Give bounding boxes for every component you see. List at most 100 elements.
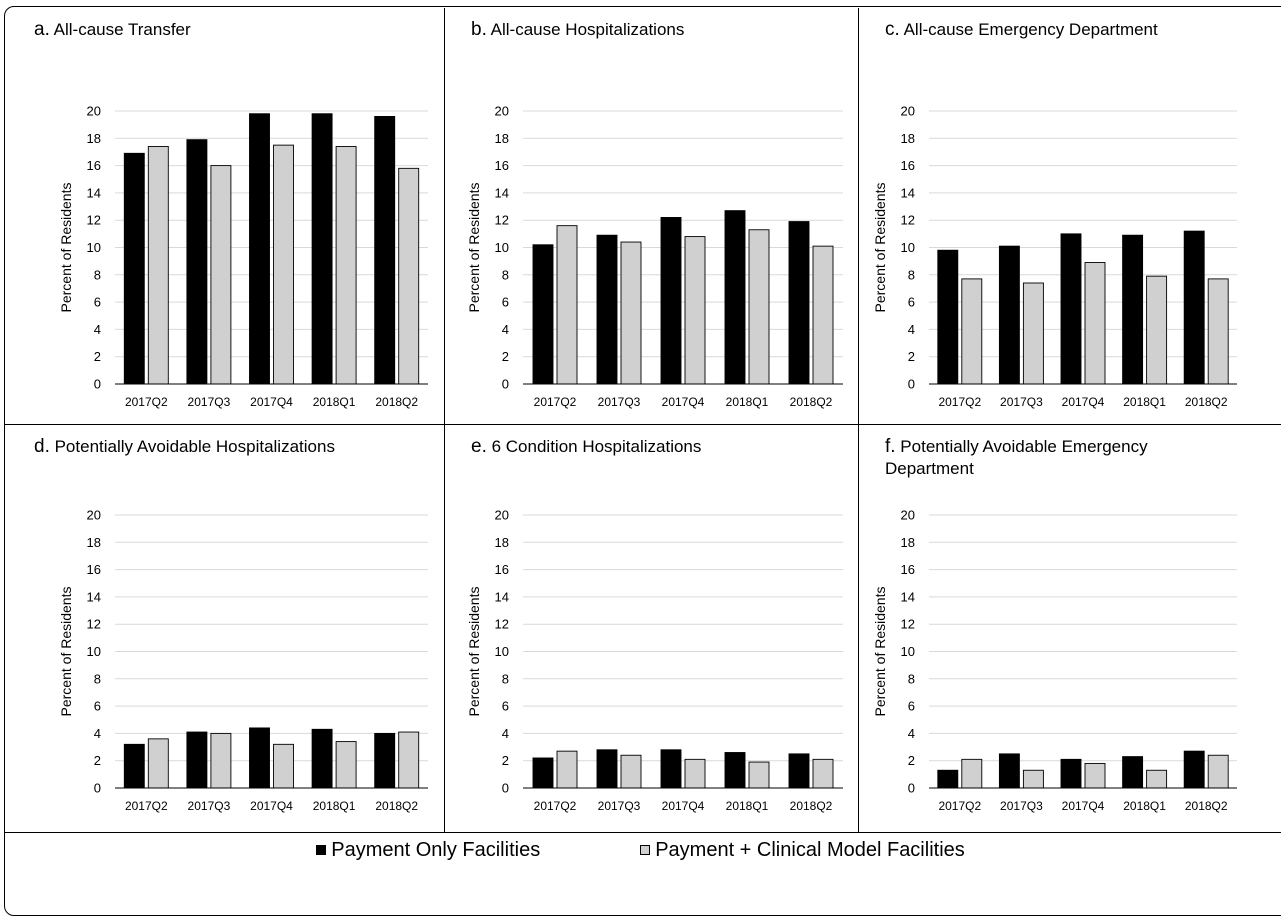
bar-payment-clinical (961, 758, 983, 789)
x-tick-label: 2017Q3 (1000, 395, 1043, 409)
x-tick-label: 2017Q2 (938, 799, 981, 813)
bar-chart: 0 2 4 6 8 10 12 14 16 18 20 Percent of Residents 201… (872, 104, 1237, 409)
chart-panel-c: c. All-cause Emergency Department 0 2 4 6 8 1… (859, 8, 1277, 424)
y-tick-label: 12 (495, 617, 509, 632)
x-tick-label: 2017Q4 (662, 395, 705, 409)
bar-payment-clinical (147, 738, 169, 789)
bar-payment-only (596, 234, 618, 385)
bar-payment-only (998, 245, 1020, 385)
legend-item-payment-clinical: Payment + Clinical Model Facilities (640, 839, 965, 862)
y-tick-label: 0 (502, 377, 509, 392)
bar-payment-clinical (556, 225, 578, 385)
bar-payment-clinical (684, 758, 706, 789)
bar-payment-only (937, 769, 959, 789)
bar-payment-only (660, 217, 682, 385)
panel-letter: e. (471, 436, 487, 457)
bar-payment-clinical (812, 758, 834, 789)
legend-label: Payment Only Facilities (331, 838, 541, 861)
bar-payment-only (724, 752, 746, 789)
y-tick-label: 12 (901, 617, 915, 632)
y-tick-label: 6 (94, 295, 101, 310)
panel-letter: f. (885, 436, 896, 457)
y-tick-label: 0 (94, 781, 101, 796)
y-tick-label: 20 (901, 104, 915, 119)
y-tick-label: 20 (495, 508, 509, 523)
y-tick-label: 8 (502, 267, 509, 282)
panel-title: e. 6 Condition Hospitalizations (471, 436, 831, 458)
bar-payment-clinical (210, 165, 232, 385)
panel-title-text: All-cause Emergency Department (903, 20, 1158, 39)
bar-payment-clinical (684, 236, 706, 385)
y-tick-label: 10 (87, 240, 101, 255)
bar-payment-clinical (1084, 762, 1106, 789)
x-tick-label: 2017Q4 (250, 395, 293, 409)
bar-payment-clinical (620, 754, 642, 789)
x-tick-label: 2018Q1 (1123, 395, 1166, 409)
y-tick-label: 4 (94, 322, 101, 337)
bar-payment-only (1060, 758, 1082, 789)
y-tick-label: 18 (495, 131, 509, 146)
x-tick-label: 2017Q3 (188, 395, 231, 409)
bar-payment-clinical (961, 278, 983, 385)
y-tick-label: 12 (87, 617, 101, 632)
bar-payment-only (788, 221, 810, 385)
panel-divider (5, 832, 1281, 833)
bar-payment-clinical (748, 229, 770, 385)
x-tick-label: 2017Q3 (598, 395, 641, 409)
bar-chart: 0 2 4 6 8 10 12 14 16 18 20 Percent of Residents 201… (58, 508, 428, 813)
y-axis-label: Percent of Residents (872, 587, 888, 717)
y-axis-label: Percent of Residents (872, 183, 888, 313)
y-tick-label: 0 (94, 377, 101, 392)
x-tick-label: 2017Q4 (1062, 799, 1105, 813)
bar-payment-clinical (1207, 278, 1229, 385)
bar-payment-clinical (147, 146, 169, 385)
y-tick-label: 6 (502, 699, 509, 714)
legend-swatch (316, 845, 327, 855)
bar-payment-only (1183, 230, 1205, 385)
x-tick-label: 2018Q2 (375, 799, 418, 813)
y-tick-label: 8 (94, 671, 101, 686)
bar-payment-only (998, 753, 1020, 789)
bar-payment-only (311, 728, 333, 789)
x-tick-label: 2017Q3 (1000, 799, 1043, 813)
panel-title-text: 6 Condition Hospitalizations (491, 437, 702, 456)
y-tick-label: 16 (495, 158, 509, 173)
bar-payment-clinical (398, 731, 420, 789)
panel-title-text: Potentially Avoidable Emergency Departme… (885, 437, 1148, 478)
y-tick-label: 2 (94, 753, 101, 768)
y-tick-label: 6 (94, 699, 101, 714)
bar-payment-only (788, 753, 810, 789)
x-tick-label: 2017Q2 (534, 395, 577, 409)
bar-payment-clinical (1207, 754, 1229, 789)
bar-payment-only (374, 116, 396, 385)
panel-letter: b. (471, 19, 487, 40)
x-tick-label: 2018Q1 (313, 799, 356, 813)
y-tick-label: 16 (495, 562, 509, 577)
y-tick-label: 14 (495, 589, 509, 604)
y-tick-label: 4 (502, 726, 509, 741)
y-tick-label: 16 (901, 158, 915, 173)
bar-payment-only (123, 743, 145, 789)
y-tick-label: 0 (908, 781, 915, 796)
y-tick-label: 8 (908, 671, 915, 686)
y-axis-label: Percent of Residents (466, 587, 482, 717)
y-tick-label: 16 (87, 562, 101, 577)
y-tick-label: 10 (901, 644, 915, 659)
x-tick-label: 2018Q2 (1185, 799, 1228, 813)
bar-payment-clinical (335, 146, 357, 385)
x-tick-label: 2018Q1 (726, 799, 769, 813)
y-tick-label: 20 (87, 104, 101, 119)
y-tick-label: 4 (94, 726, 101, 741)
bar-payment-clinical (812, 245, 834, 385)
panel-title-text: Potentially Avoidable Hospitalizations (54, 437, 335, 456)
y-tick-label: 2 (908, 349, 915, 364)
y-tick-label: 8 (908, 267, 915, 282)
y-tick-label: 20 (495, 104, 509, 119)
bar-payment-clinical (1022, 282, 1044, 385)
bar-payment-clinical (398, 167, 420, 385)
bar-payment-clinical (1146, 275, 1168, 385)
y-tick-label: 0 (908, 377, 915, 392)
y-tick-label: 18 (87, 535, 101, 550)
y-tick-label: 2 (94, 349, 101, 364)
legend-item-payment-only: Payment Only Facilities (316, 839, 540, 862)
